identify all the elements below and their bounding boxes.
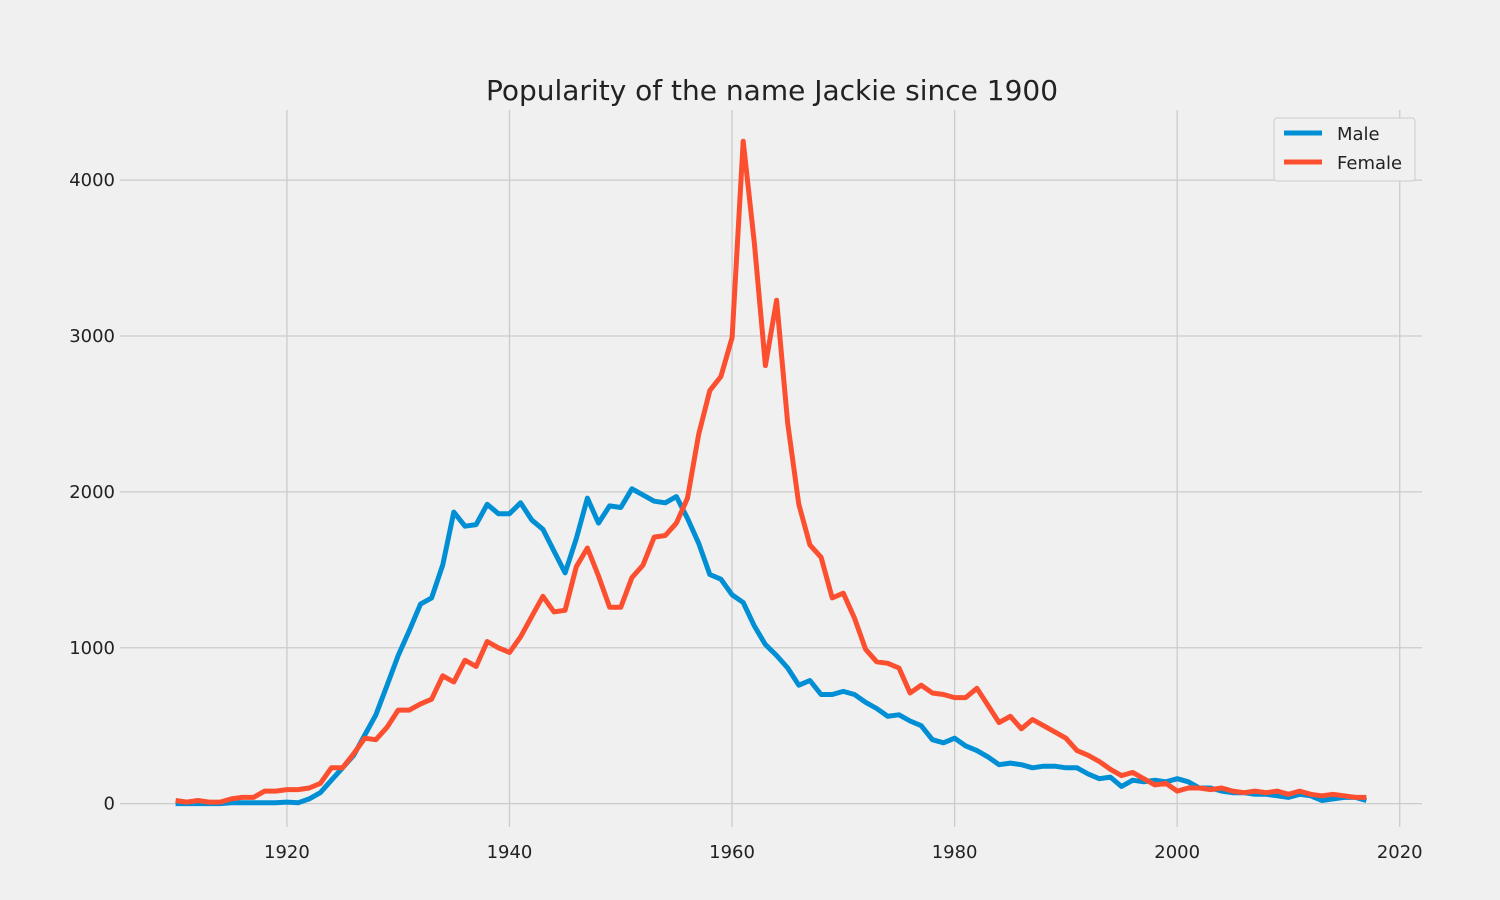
legend: Male Female xyxy=(1273,117,1416,182)
y-tick-label: 4000 xyxy=(69,170,115,191)
y-tick-labels: 0 1000 2000 3000 4000 xyxy=(69,170,115,814)
x-tick-label: 1960 xyxy=(709,842,755,863)
chart-title: Popularity of the name Jackie since 1900 xyxy=(486,74,1058,107)
x-tick-label: 2020 xyxy=(1377,842,1423,863)
y-tick-label: 2000 xyxy=(69,482,115,503)
x-tick-label: 1980 xyxy=(932,842,978,863)
series-line-female xyxy=(175,138,1367,805)
x-tick-label: 1940 xyxy=(487,842,533,863)
x-tick-label: 2000 xyxy=(1154,842,1200,863)
legend-label-female: Female xyxy=(1337,153,1402,174)
x-tick-label: 1920 xyxy=(264,842,310,863)
y-tick-label: 0 xyxy=(104,794,115,815)
series-lines xyxy=(175,138,1368,807)
legend-label-male: Male xyxy=(1337,124,1380,145)
x-tick-labels: 1920 1940 1960 1980 2000 2020 xyxy=(264,842,1423,863)
x-gridlines xyxy=(286,110,1401,827)
series-line-male xyxy=(175,486,1368,807)
y-tick-label: 3000 xyxy=(69,326,115,347)
y-tick-label: 1000 xyxy=(69,638,115,659)
